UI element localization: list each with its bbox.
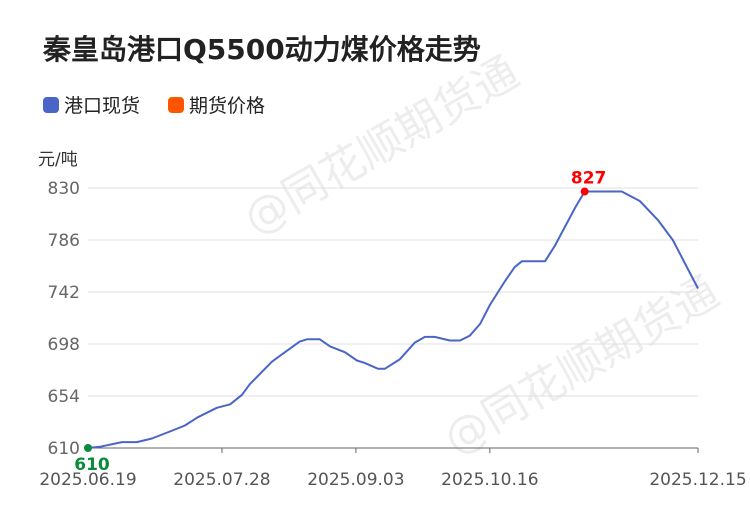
legend-label-futures: 期货价格	[189, 95, 266, 117]
y-tick-label: 610	[48, 439, 80, 459]
series-line	[87, 190, 699, 449]
legend-swatch-futures	[168, 96, 184, 113]
legend-item-futures[interactable]: 期货价格	[168, 91, 265, 118]
legend-item-spot[interactable]: 港口现货	[43, 91, 140, 118]
x-tick-label: 2025.09.03	[307, 470, 404, 490]
min-point	[84, 444, 92, 452]
chart-title: 秦皇岛港口Q5500动力煤价格走势	[43, 33, 481, 66]
x-tick-label: 2025.06.19	[39, 470, 136, 490]
legend-label-spot: 港口现货	[64, 95, 141, 117]
min-label: 610	[74, 455, 110, 475]
y-tick-label: 742	[48, 283, 80, 303]
y-tick-label: 830	[48, 179, 80, 199]
legend-swatch-spot	[43, 96, 59, 113]
max-label: 827	[571, 169, 607, 189]
x-tick-label: 2025.10.16	[441, 470, 538, 490]
y-tick-label: 786	[48, 231, 80, 251]
x-tick-label: 2025.07.28	[173, 470, 270, 490]
x-tick-label: 2025.12.15	[649, 470, 746, 490]
y-axis-unit: 元/吨	[38, 150, 78, 170]
y-tick-label: 654	[48, 387, 80, 407]
y-tick-label: 698	[48, 335, 80, 355]
max-point	[580, 187, 589, 196]
